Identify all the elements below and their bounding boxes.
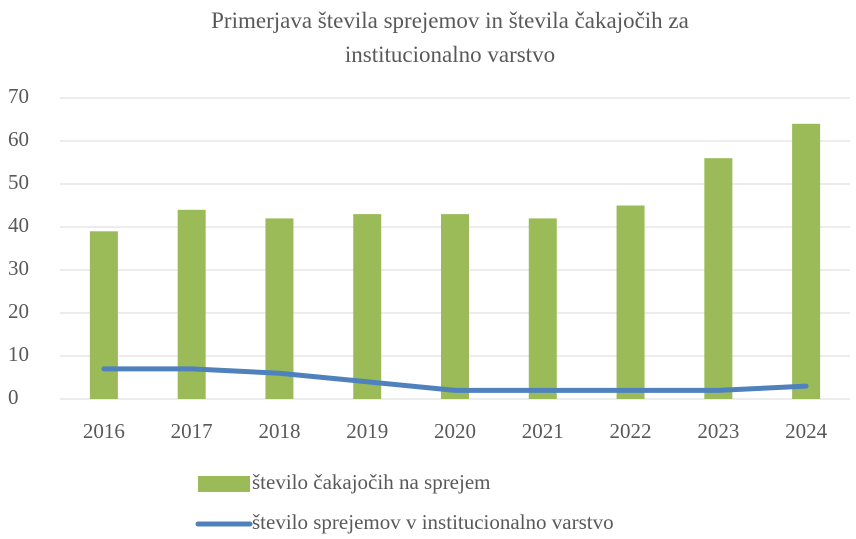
y-tick-label: 60 <box>8 127 29 151</box>
x-tick-label: 2021 <box>522 419 564 443</box>
bar <box>616 205 645 399</box>
bar <box>353 214 382 399</box>
x-tick-label: 2023 <box>697 419 739 443</box>
y-tick-label: 10 <box>8 342 29 366</box>
bar <box>792 123 821 400</box>
bar <box>704 158 733 399</box>
legend-label: število čakajočih na sprejem <box>252 470 491 494</box>
line <box>101 366 809 393</box>
x-tick-label: 2017 <box>171 419 213 443</box>
y-tick-label: 50 <box>8 170 29 194</box>
legend-label: število sprejemov v institucionalno vars… <box>252 510 614 534</box>
legend-swatch <box>198 476 250 492</box>
x-tick-label: 2018 <box>258 419 300 443</box>
y-tick-label: 40 <box>8 213 29 237</box>
chart-title: Primerjava števila sprejemov in števila … <box>211 8 689 67</box>
bar <box>89 231 118 399</box>
x-tick-label: 2019 <box>346 419 388 443</box>
bar <box>528 218 557 399</box>
y-tick-label: 30 <box>8 256 29 280</box>
y-tick-label: 0 <box>8 385 19 409</box>
x-tick-label: 2022 <box>610 419 652 443</box>
y-tick-label: 70 <box>8 84 29 108</box>
x-tick-label: 2020 <box>434 419 476 443</box>
x-tick-label: 2024 <box>785 419 828 443</box>
x-tick-label: 2016 <box>83 419 125 443</box>
bar <box>441 214 469 399</box>
y-tick-label: 20 <box>8 299 29 323</box>
bar <box>265 218 294 399</box>
